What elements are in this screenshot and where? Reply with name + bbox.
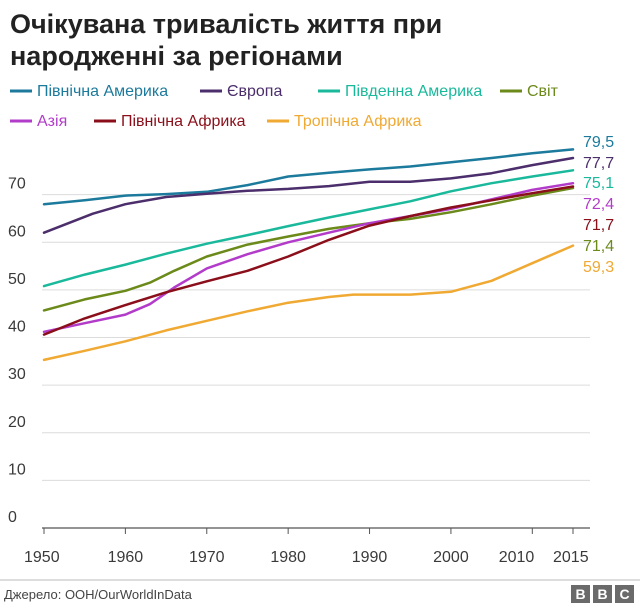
legend-label: Світ [527, 83, 559, 100]
legend-label: Тропічна Африка [294, 113, 422, 130]
bbc-logo-letter: C [619, 586, 629, 602]
legend-item: Північна Африка [94, 113, 246, 130]
legend-item: Тропічна Африка [267, 113, 422, 130]
legend-item: Азія [10, 113, 67, 130]
y-tick-label: 30 [8, 366, 26, 383]
x-tick-label: 1990 [352, 549, 388, 566]
y-tick-label: 60 [8, 223, 26, 240]
legend-label: Північна Африка [121, 113, 246, 130]
chart-gridlines [42, 194, 590, 481]
chart-legend: Північна Америка Європа Південна Америка Св… [10, 83, 559, 130]
legend-label: Азія [37, 113, 67, 130]
bbc-logo-block [571, 585, 590, 603]
bbc-logo-block [615, 585, 634, 603]
x-tick-label: 1970 [189, 549, 225, 566]
legend-item: Світ [500, 83, 559, 100]
x-tick-label: 1960 [108, 549, 144, 566]
y-tick-label: 40 [8, 319, 26, 336]
x-tick-label: 2015 [553, 549, 589, 566]
series-end-label: 79,5 [583, 134, 614, 151]
chart-title: Очікувана тривалість життя при народженн… [10, 9, 442, 71]
chart-title-line-1: Очікувана тривалість життя при [10, 9, 442, 39]
x-tick-label: 1980 [270, 549, 306, 566]
legend-item: Південна Америка [318, 83, 482, 100]
x-tick-label: 1950 [24, 549, 60, 566]
series-end-label: 77,7 [583, 155, 614, 172]
legend-item: Європа [200, 83, 282, 100]
y-axis-tick-labels: 0 10 20 30 40 50 60 70 [8, 176, 26, 526]
chart-title-line-2: народженні за регіонами [10, 41, 343, 71]
series-line [42, 185, 575, 336]
x-axis: 1950 1960 1970 1980 1990 2000 2010 2015 [24, 527, 590, 566]
legend-label: Північна Америка [37, 83, 168, 100]
series-end-label: 59,3 [583, 259, 614, 276]
series-line [42, 244, 575, 362]
chart-series-lines [42, 148, 575, 362]
y-tick-label: 0 [8, 509, 17, 526]
bbc-logo-letter: B [597, 586, 607, 602]
x-tick-label: 2000 [433, 549, 469, 566]
legend-label: Європа [227, 83, 282, 100]
legend-item: Північна Америка [10, 83, 168, 100]
series-line [42, 186, 575, 312]
series-end-label: 71,7 [583, 217, 614, 234]
legend-label: Південна Америка [345, 83, 482, 100]
series-end-label: 75,1 [583, 175, 614, 192]
series-line [42, 156, 575, 234]
series-end-label: 71,4 [583, 238, 614, 255]
y-tick-label: 10 [8, 461, 26, 478]
source-note: Джерело: ООН/OurWorldInData [4, 587, 193, 602]
series-end-label: 72,4 [583, 196, 614, 213]
bbc-logo-block [593, 585, 612, 603]
y-tick-label: 50 [8, 271, 26, 288]
x-tick-label: 2010 [499, 549, 535, 566]
y-tick-label: 70 [8, 176, 26, 193]
series-end-labels: 79,5 77,7 75,1 72,4 71,7 71,4 59,3 [583, 134, 614, 276]
bbc-logo-letter: B [575, 586, 585, 602]
series-line [42, 169, 575, 288]
y-tick-label: 20 [8, 414, 26, 431]
series-line [42, 148, 575, 206]
